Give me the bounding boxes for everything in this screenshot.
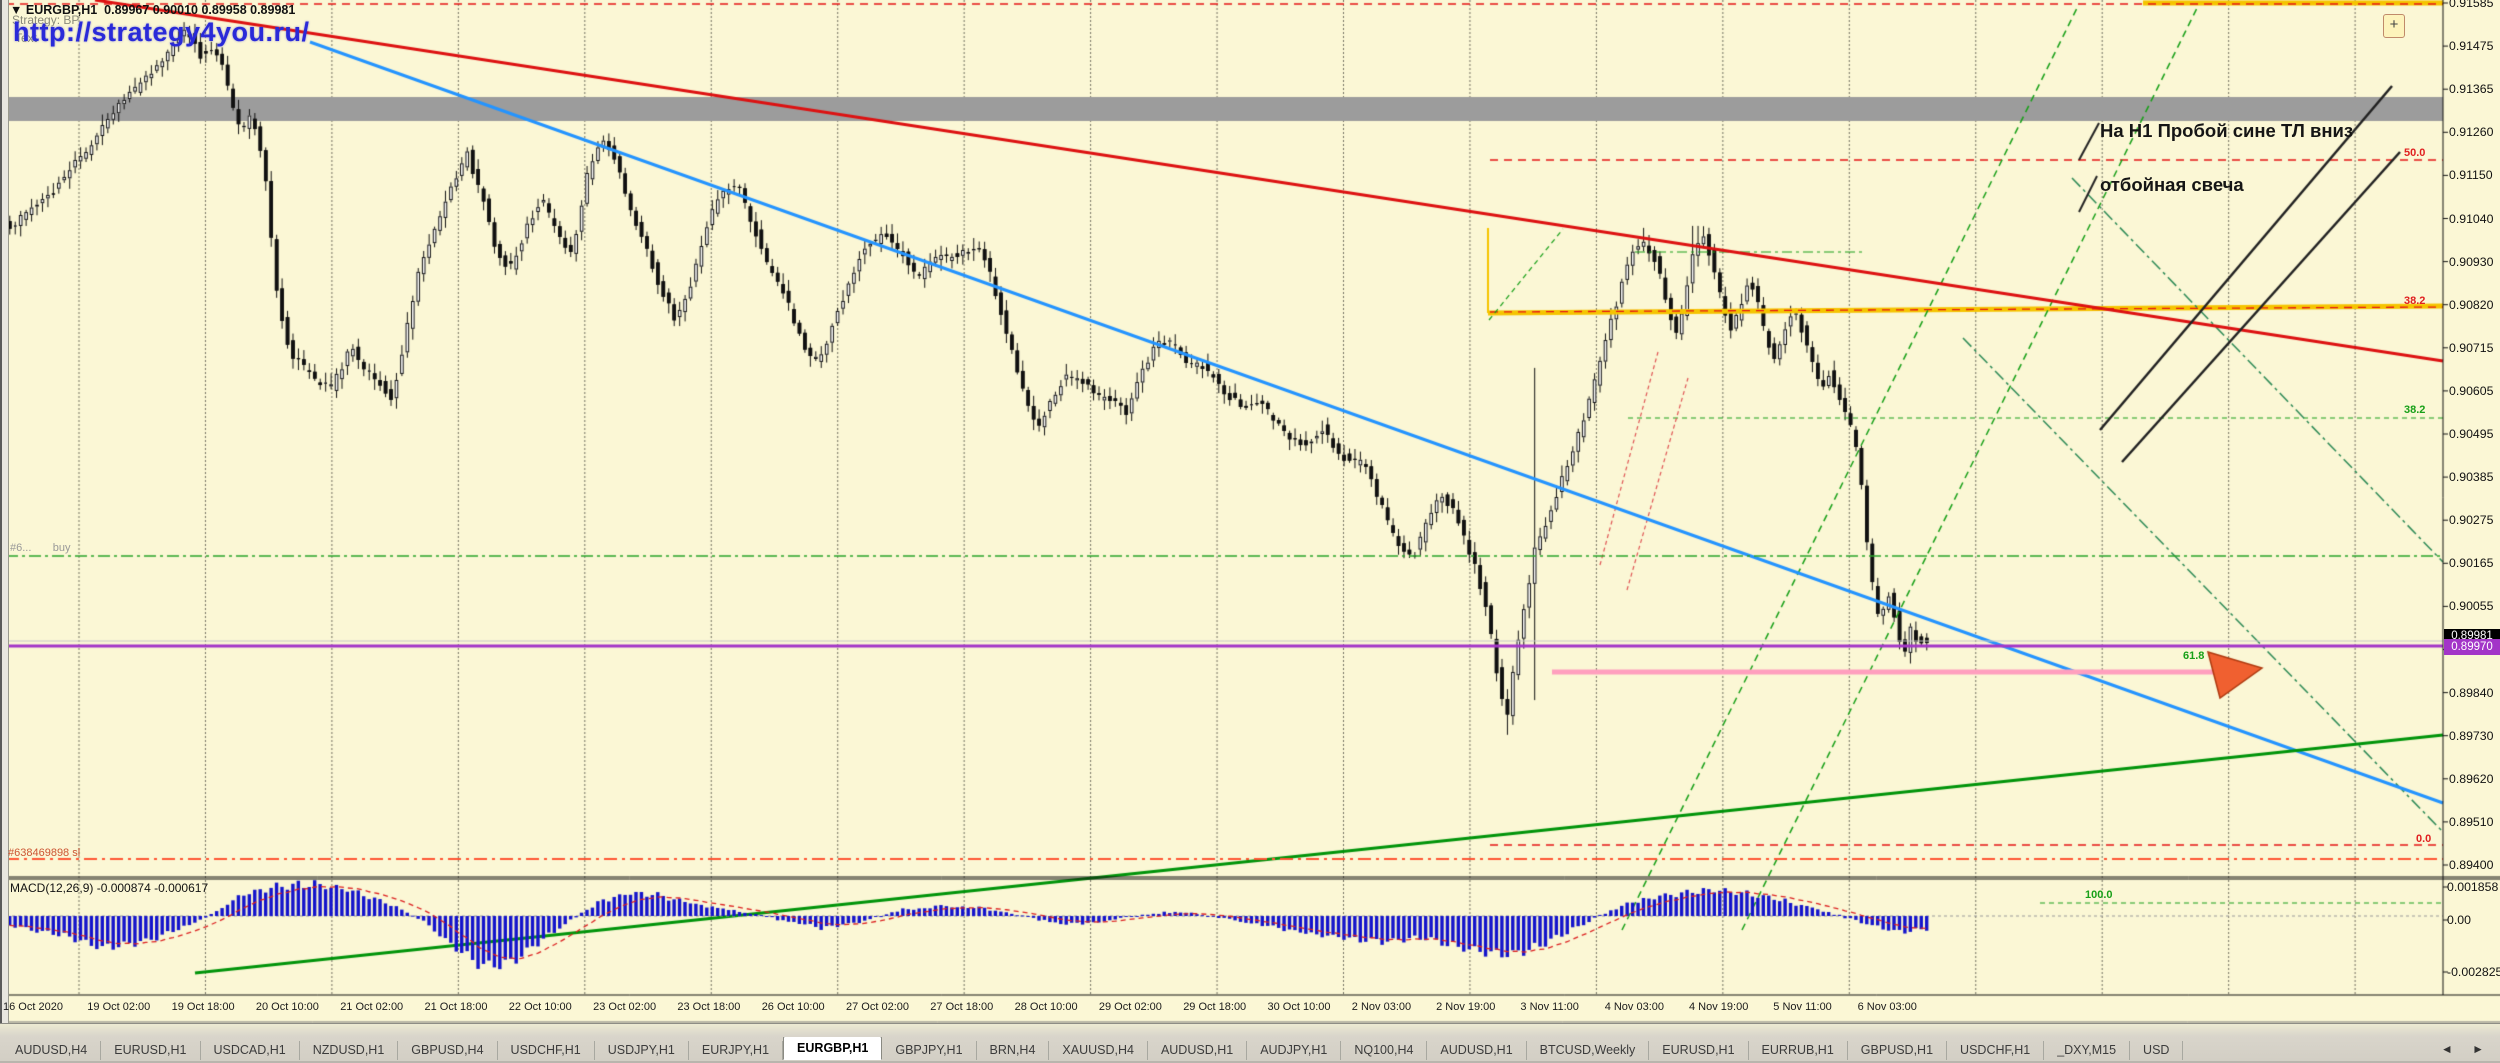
fib-level-label: 0.0 xyxy=(2416,833,2432,845)
price-scale-label: 0.90605 xyxy=(2449,383,2494,398)
time-axis-label: 16 Oct 2020 xyxy=(3,1001,63,1013)
level-price-badge: 0.89970 xyxy=(2444,639,2500,655)
price-scale-label: 0.89730 xyxy=(2449,728,2494,743)
tab-eurjpy-h1[interactable]: EURJPY,H1 xyxy=(689,1041,784,1060)
tab-gbpusd-h4[interactable]: GBPUSD,H4 xyxy=(398,1041,498,1060)
price-scale-label: 0.90055 xyxy=(2449,599,2494,614)
chart-tab-row: AUDUSD,H4 EURUSD,H1 USDCAD,H1 NZDUSD,H1 GBPU… xyxy=(2,1037,2436,1060)
time-axis-label: 27 Oct 18:00 xyxy=(930,1001,994,1013)
annotation-candle: отбойная свеча xyxy=(2100,174,2244,195)
time-axis-label: 4 Nov 03:00 xyxy=(1604,1001,1665,1013)
tab-usdcad-h1[interactable]: USDCAD,H1 xyxy=(201,1041,300,1060)
time-axis-label: 28 Oct 10:00 xyxy=(1014,1001,1078,1013)
price-scale-label: 0.90495 xyxy=(2449,427,2494,441)
tab-eurgbp-h1[interactable]: EURGBP,H1 xyxy=(783,1037,883,1060)
price-scale-label: 0.91475 xyxy=(2449,39,2494,54)
time-axis-label: 21 Oct 18:00 xyxy=(424,1001,488,1013)
time-axis-label: 30 Oct 10:00 xyxy=(1267,1001,1331,1013)
price-scale-label: 0.91365 xyxy=(2449,82,2494,97)
time-axis-label: 19 Oct 02:00 xyxy=(87,1001,151,1013)
window-left-edge xyxy=(0,0,9,1063)
price-scale-label: 0.90275 xyxy=(2449,513,2494,528)
tab-usdchf-h1[interactable]: USDCHF,H1 xyxy=(498,1041,595,1060)
time-axis-label: 4 Nov 19:00 xyxy=(1689,1001,1749,1013)
fib-level-label: 38.2 xyxy=(2404,404,2426,416)
chart-ohlc-header: ▼ EURGBP,H1 0.89967 0.90010 0.89958 0.89… xyxy=(10,3,295,17)
add-button[interactable]: + xyxy=(2383,14,2405,38)
watermark-url: http://strategy4you.ru/ xyxy=(13,17,310,47)
tab-eurusd-h1[interactable]: EURUSD,H1 xyxy=(1649,1041,1749,1060)
time-axis-label: 26 Oct 10:00 xyxy=(761,1001,825,1013)
macd-indicator-header: MACD(12,26,9) -0.000874 -0.000617 xyxy=(10,881,209,895)
macd-scale-label: -0.002825 xyxy=(2447,965,2500,979)
tab-usdjpy-h1[interactable]: USDJPY,H1 xyxy=(595,1041,689,1060)
time-axis-label: 23 Oct 18:00 xyxy=(677,1001,741,1013)
buy-order-label: #6... buy xyxy=(10,542,71,554)
tab-scroll-arrows[interactable]: ◄ ► xyxy=(2440,1042,2492,1056)
time-axis-label: 3 Nov 11:00 xyxy=(1520,1001,1579,1013)
stop-loss-label: #638469898 sl xyxy=(8,847,81,859)
symbol-title: EURGBP,H1 xyxy=(25,3,98,17)
tab--dxy-m15[interactable]: _DXY,M15 xyxy=(2044,1041,2131,1060)
tab-nzdusd-h1[interactable]: NZDUSD,H1 xyxy=(300,1041,399,1060)
price-scale-label: 0.89510 xyxy=(2449,814,2494,829)
price-scale-label: 0.91150 xyxy=(2449,168,2493,183)
annotation-breakout: На Н1 Пробой сине ТЛ вниз xyxy=(2100,120,2354,141)
tab-usd[interactable]: USD xyxy=(2130,1041,2184,1060)
price-scale-label: 0.91585 xyxy=(2449,0,2494,10)
time-axis-label: 5 Nov 11:00 xyxy=(1773,1001,1832,1013)
tab-eurrub-h1[interactable]: EURRUB,H1 xyxy=(1749,1041,1848,1060)
price-scale-label: 0.90385 xyxy=(2449,470,2494,485)
tab-audusd-h1[interactable]: AUDUSD,H1 xyxy=(1148,1041,1248,1060)
strategy-ghost-label: Strategy: BP xyxy=(12,13,80,27)
tab-nq100-h4[interactable]: NQ100,H4 xyxy=(1341,1041,1428,1060)
time-axis-label: 22 Oct 10:00 xyxy=(508,1001,572,1013)
time-axis-label: 29 Oct 18:00 xyxy=(1183,1001,1247,1013)
chart-tab-bar: AUDUSD,H4 EURUSD,H1 USDCAD,H1 NZDUSD,H1 GBPU… xyxy=(0,1023,2500,1063)
time-axis-label: 29 Oct 02:00 xyxy=(1098,1001,1162,1013)
time-axis-label: 19 Oct 18:00 xyxy=(171,1001,235,1013)
fib-level-label: 50.0 xyxy=(2404,147,2426,159)
time-axis-label: 21 Oct 02:00 xyxy=(340,1001,404,1013)
tab-brn-h4[interactable]: BRN,H4 xyxy=(977,1041,1050,1060)
tab-btcusd-weekly[interactable]: BTCUSD,Weekly xyxy=(1527,1041,1650,1060)
price-scale-label: 0.90820 xyxy=(2449,297,2494,312)
time-axis-label: 6 Nov 03:00 xyxy=(1857,1001,1917,1013)
tab-audusd-h1[interactable]: AUDUSD,H1 xyxy=(1427,1041,1527,1060)
time-axis-label: 27 Oct 02:00 xyxy=(846,1001,909,1013)
fib-level-label: 100.0 xyxy=(2085,889,2113,901)
tab-eurusd-h1[interactable]: EURUSD,H1 xyxy=(101,1041,201,1060)
chevron-down-icon[interactable]: ▼ xyxy=(10,3,26,17)
tab-bar-bottom-strip xyxy=(0,1061,2500,1063)
text-ghost-label: Text xyxy=(15,31,38,45)
tab-audjpy-h1[interactable]: AUDJPY,H1 xyxy=(1247,1041,1342,1060)
tab-xauusd-h4[interactable]: XAUUSD,H4 xyxy=(1049,1041,1148,1060)
ohlc-values: 0.89967 0.90010 0.89958 0.89981 xyxy=(104,3,296,17)
tab-audusd-h4[interactable]: AUDUSD,H4 xyxy=(2,1041,102,1060)
time-axis-label: 23 Oct 02:00 xyxy=(593,1001,657,1013)
time-axis-label: 2 Nov 03:00 xyxy=(1351,1001,1412,1013)
price-scale-label: 0.91260 xyxy=(2449,125,2494,140)
macd-scale-label: 0.001858 xyxy=(2447,880,2499,894)
price-scale-label: 0.89620 xyxy=(2449,771,2494,786)
tab-gbpusd-h1[interactable]: GBPUSD,H1 xyxy=(1848,1041,1948,1060)
price-scale-label: 0.89400 xyxy=(2449,858,2494,872)
price-scale-label: 0.90930 xyxy=(2449,254,2494,269)
tab-usdchf-h1[interactable]: USDCHF,H1 xyxy=(1947,1041,2045,1060)
price-scale-label: 0.90715 xyxy=(2449,340,2494,355)
fib-level-label: 38.2 xyxy=(2404,295,2426,307)
tab-gbpjpy-h1[interactable]: GBPJPY,H1 xyxy=(882,1041,977,1060)
fib-level-label: 61.8 xyxy=(2183,650,2205,662)
price-scale-label: 0.89840 xyxy=(2449,685,2494,700)
price-scale-label: 0.90165 xyxy=(2449,556,2494,571)
price-scale-label: 0.91040 xyxy=(2449,211,2494,226)
time-axis-label: 20 Oct 10:00 xyxy=(255,1001,319,1013)
time-axis-label: 2 Nov 19:00 xyxy=(1436,1001,1496,1013)
macd-scale-label: 0.00 xyxy=(2447,913,2471,927)
chart-surface[interactable] xyxy=(0,0,2500,1023)
